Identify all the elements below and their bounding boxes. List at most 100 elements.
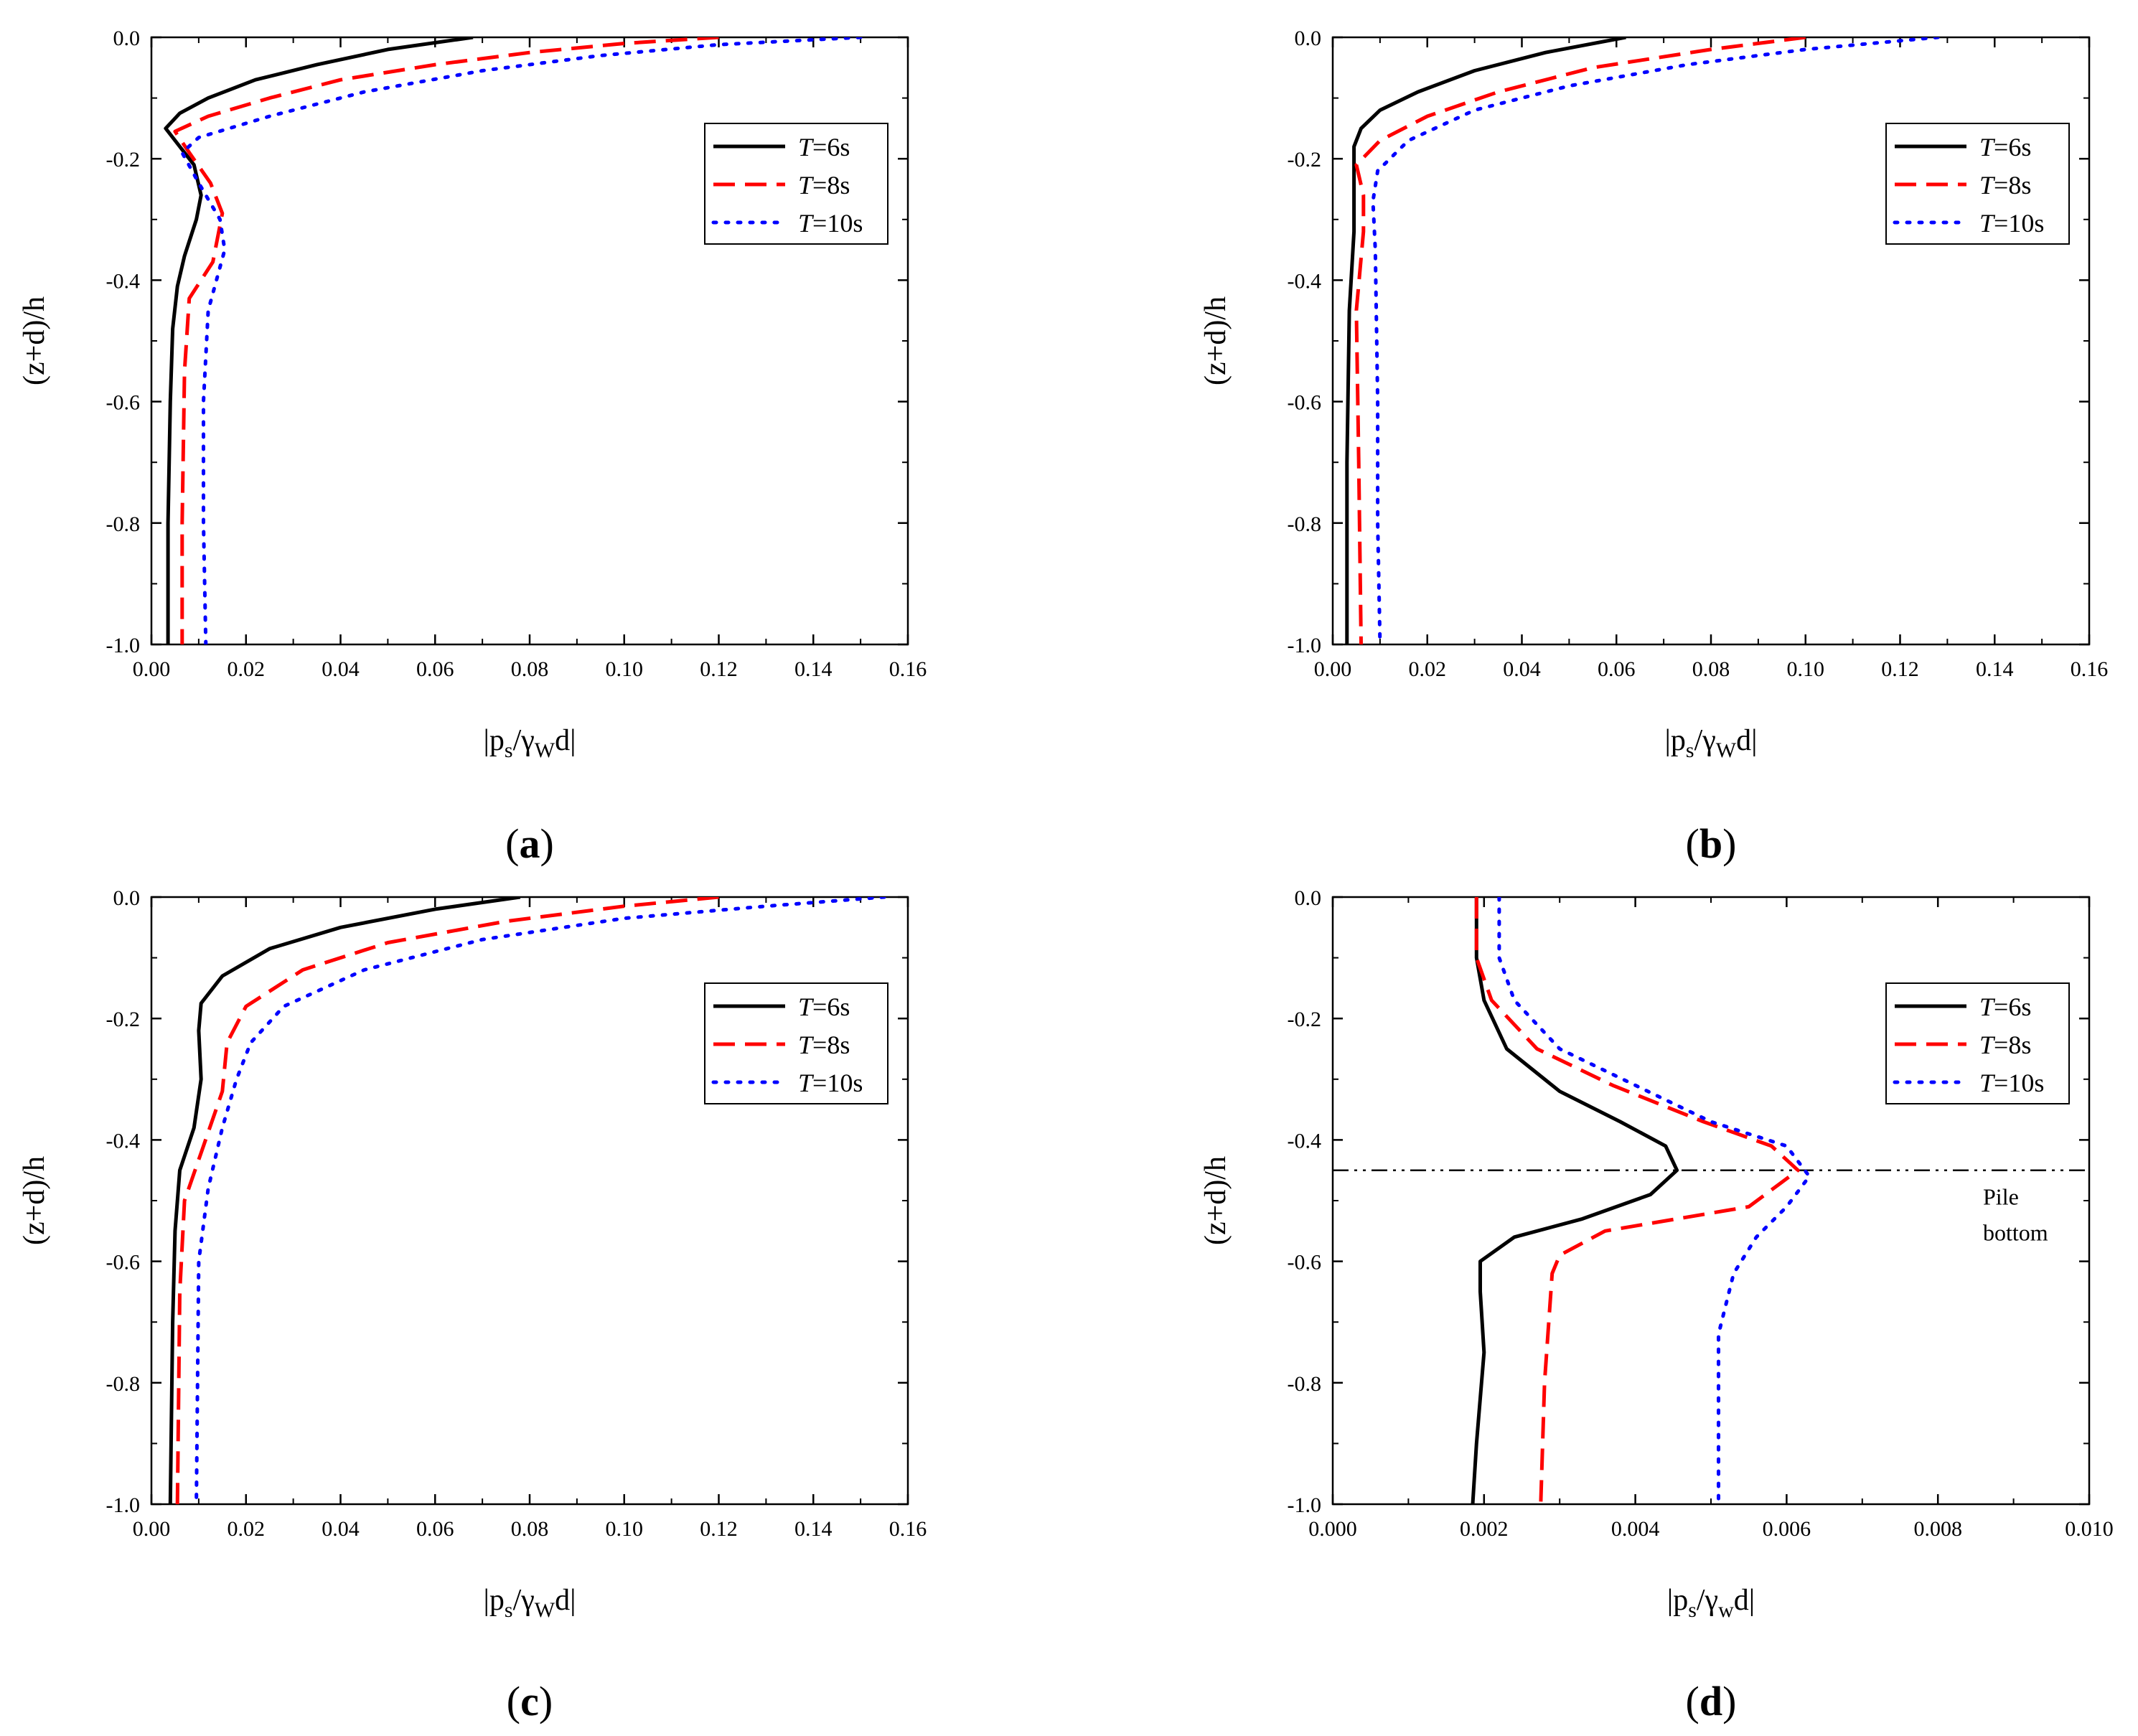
x-axis-title-sub2: W: [1716, 738, 1737, 762]
legend-entry-suffix: =8s: [812, 1031, 850, 1059]
panel-caption: (a): [505, 820, 554, 867]
x-tick-label: 0.12: [700, 1517, 738, 1541]
y-tick-label: 0.0: [1295, 886, 1322, 910]
legend-entry-suffix: =8s: [1994, 171, 2031, 200]
x-tick-label: 0.10: [606, 1517, 644, 1541]
caption-close-paren: ): [1722, 1678, 1736, 1725]
legend-entry-suffix: =10s: [812, 209, 863, 238]
y-tick-label: -0.8: [1288, 512, 1322, 536]
caption-open-paren: (: [507, 1678, 520, 1725]
x-tick-label: 0.02: [228, 657, 266, 681]
x-axis-title-tail: d|: [555, 724, 576, 757]
x-tick-label: 0.16: [889, 657, 927, 681]
x-axis-title-tail: d|: [1736, 724, 1757, 757]
x-tick-label: 0.00: [133, 657, 171, 681]
x-tick-label: 0.04: [322, 1517, 360, 1541]
legend-entry-suffix: =10s: [1994, 1069, 2044, 1097]
series-line-10s: [180, 37, 863, 644]
caption-open-paren: (: [1686, 1678, 1699, 1725]
legend-entry-suffix: =10s: [812, 1069, 863, 1097]
series-line-8s: [173, 37, 719, 644]
x-axis-title-mid: /γ: [1697, 1584, 1718, 1617]
caption-open-paren: (: [1686, 820, 1699, 867]
legend-entry: T=8s: [1979, 171, 2031, 200]
x-axis-title-sub2: W: [535, 1598, 555, 1622]
y-tick-label: -0.2: [106, 148, 141, 172]
series-line-8s: [1474, 897, 1800, 1504]
x-tick-label: 0.14: [1976, 657, 2014, 681]
x-axis-title-sub1: s: [505, 1598, 513, 1622]
legend-box: [1885, 982, 2070, 1104]
legend-entry-var: T: [1979, 171, 1996, 200]
x-tick-label: 0.00: [1314, 657, 1352, 681]
x-tick-label: 0.06: [1598, 657, 1636, 681]
x-tick-label: 0.002: [1460, 1517, 1509, 1541]
caption-letter: d: [1699, 1678, 1722, 1725]
legend-entry-suffix: =8s: [812, 171, 850, 200]
x-tick-label: 0.02: [1409, 657, 1447, 681]
legend-entry-var: T: [798, 171, 815, 200]
x-axis-title: |ps/γWd|: [483, 724, 576, 762]
y-tick-label: -0.8: [106, 1372, 141, 1396]
y-tick-label: -0.6: [106, 1251, 141, 1275]
x-axis-title-main: |p: [483, 724, 504, 757]
legend-box: [1885, 123, 2070, 245]
caption-close-paren: ): [539, 1678, 553, 1725]
caption-close-paren: ): [540, 820, 554, 867]
legend-entry: T=6s: [798, 133, 850, 161]
y-tick-label: -1.0: [1288, 634, 1322, 657]
legend-box: [704, 123, 889, 245]
x-tick-label: 0.06: [416, 1517, 454, 1541]
legend-entry-suffix: =8s: [1994, 1031, 2031, 1059]
legend-entry: T=8s: [798, 1031, 850, 1059]
legend: T=6sT=8sT=10s: [704, 123, 889, 245]
y-axis-title: (z+d)/h: [18, 1156, 51, 1245]
caption-letter: c: [520, 1678, 539, 1725]
legend-entry: T=10s: [1979, 1069, 2044, 1097]
x-tick-label: 0.00: [133, 1517, 171, 1541]
y-tick-label: 0.0: [1295, 27, 1322, 50]
legend-entry-var: T: [1979, 133, 1996, 161]
x-tick-label: 0.10: [606, 657, 644, 681]
legend-entry-var: T: [1979, 1069, 1996, 1097]
legend-entry: T=10s: [1979, 209, 2044, 238]
legend-entry: T=6s: [798, 993, 850, 1021]
x-axis-title-sub2: W: [535, 738, 555, 762]
x-tick-label: 0.10: [1787, 657, 1825, 681]
pile-bottom-label-1: Pile: [1983, 1184, 2019, 1210]
y-tick-label: 0.0: [113, 886, 141, 910]
x-axis-title: |ps/γWd|: [1664, 724, 1757, 762]
series-line-8s: [175, 897, 719, 1504]
series-line-8s: [1354, 37, 1806, 644]
x-tick-label: 0.010: [2065, 1517, 2114, 1541]
caption-open-paren: (: [505, 820, 519, 867]
x-axis-title-mid: /γ: [1694, 724, 1716, 757]
x-axis-title-tail: d|: [555, 1584, 576, 1617]
legend-entry-var: T: [798, 1069, 815, 1097]
y-tick-label: -0.2: [1288, 148, 1322, 172]
legend-entry-var: T: [798, 1031, 815, 1059]
series-line-6s: [164, 37, 474, 644]
x-axis-title-sub1: s: [1688, 1598, 1697, 1622]
y-axis-title: (z+d)/h: [18, 296, 51, 385]
panel-caption: (d): [1686, 1678, 1737, 1725]
legend-entry-suffix: =10s: [1994, 209, 2044, 238]
y-axis-title: (z+d)/h: [1199, 296, 1232, 385]
y-tick-label: -0.4: [1288, 269, 1322, 293]
y-tick-label: -0.2: [106, 1008, 141, 1031]
y-tick-label: -0.4: [106, 269, 141, 293]
legend-entry: T=6s: [1979, 133, 2031, 161]
x-tick-label: 0.004: [1611, 1517, 1660, 1541]
legend-entry-suffix: =6s: [812, 993, 850, 1021]
series-line-6s: [168, 897, 521, 1504]
caption-letter: b: [1699, 820, 1722, 867]
legend: T=6sT=8sT=10s: [1885, 982, 2070, 1104]
legend-entry-var: T: [798, 133, 815, 161]
y-tick-label: -0.8: [106, 512, 141, 536]
x-tick-label: 0.02: [228, 1517, 266, 1541]
pile-bottom-label-2: bottom: [1983, 1220, 2048, 1246]
x-axis-title-main: |p: [1667, 1584, 1688, 1617]
x-axis-title-sub1: s: [505, 738, 513, 762]
series-line-6s: [1471, 897, 1679, 1504]
